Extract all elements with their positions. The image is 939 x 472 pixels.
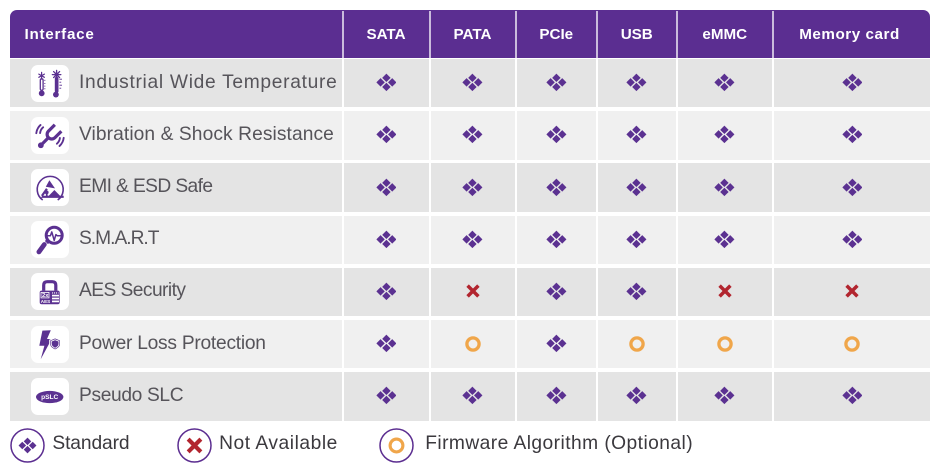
svg-text:pSLC: pSLC	[41, 394, 58, 401]
svg-text:2x: 2x	[42, 294, 49, 300]
svg-text:AES: AES	[41, 299, 50, 304]
